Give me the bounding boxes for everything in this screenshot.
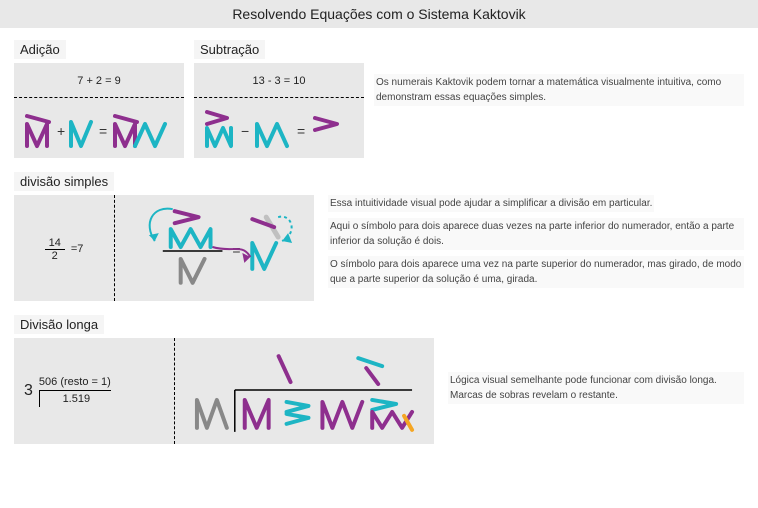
- longdiv-dividend: 1.519: [39, 390, 111, 407]
- division-equation-box: 14 2 = 7: [14, 195, 114, 301]
- subtraction-block: Subtração 13 - 3 = 10 −: [194, 40, 364, 158]
- subtraction-box: 13 - 3 = 10 −: [194, 63, 364, 158]
- addition-block: Adição 7 + 2 = 9 +: [14, 40, 184, 158]
- row-add-sub: Adição 7 + 2 = 9 +: [14, 40, 744, 158]
- subtraction-label: Subtração: [194, 40, 265, 59]
- subtraction-svg: − =: [201, 106, 357, 150]
- subtraction-equation: 13 - 3 = 10: [194, 69, 364, 97]
- division-p1: Essa intuitividade visual pode ajudar a …: [328, 195, 654, 212]
- longdiv-quotient: 506 (resto = 1): [39, 376, 111, 390]
- longdiv-equation-box: 3 506 (resto = 1) 1.519: [14, 338, 174, 444]
- longdiv-inner: 506 (resto = 1) 1.519: [39, 376, 111, 407]
- addition-box: 7 + 2 = 9 + =: [14, 63, 184, 158]
- subtraction-glyphs: − =: [194, 97, 364, 154]
- division-block: divisão simples 14 2 = 7: [14, 172, 744, 301]
- addition-label: Adição: [14, 40, 66, 59]
- intro-text-block: Os numerais Kaktovik podem tornar a mate…: [374, 40, 744, 158]
- addition-svg: + =: [21, 106, 177, 150]
- longdiv-label: Divisão longa: [14, 315, 104, 334]
- longdiv-block: Divisão longa 3 506 (resto = 1) 1.519: [14, 315, 744, 444]
- longdiv-svg: [183, 346, 426, 436]
- page-title: Resolvendo Equações com o Sistema Kaktov…: [0, 0, 758, 28]
- content-area: Adição 7 + 2 = 9 +: [0, 40, 758, 472]
- division-fraction: 14 2: [45, 237, 65, 262]
- division-numerator: 14: [45, 237, 65, 250]
- division-label: divisão simples: [14, 172, 114, 191]
- intro-text: Os numerais Kaktovik podem tornar a mate…: [374, 74, 744, 106]
- division-graphic-box: =: [114, 195, 314, 301]
- svg-text:=: =: [297, 123, 305, 139]
- longdiv-graphic-box: [174, 338, 434, 444]
- division-denominator: 2: [48, 250, 62, 262]
- addition-glyphs: + =: [14, 97, 184, 154]
- svg-text:+: +: [57, 123, 65, 139]
- division-p2: Aqui o símbolo para dois aparece duas ve…: [328, 218, 744, 250]
- svg-text:=: =: [99, 123, 107, 139]
- addition-equation: 7 + 2 = 9: [14, 69, 184, 97]
- division-result: 7: [77, 243, 83, 255]
- longdiv-desc: Lógica visual semelhante pode funcionar …: [448, 372, 744, 404]
- division-p3: O símbolo para dois aparece uma vez na p…: [328, 256, 744, 288]
- longdiv-divisor: 3: [24, 382, 33, 400]
- division-desc: Essa intuitividade visual pode ajudar a …: [314, 195, 744, 301]
- svg-text:−: −: [241, 123, 249, 139]
- division-svg: =: [123, 203, 306, 293]
- longdiv-desc-block: Lógica visual semelhante pode funcionar …: [434, 338, 744, 444]
